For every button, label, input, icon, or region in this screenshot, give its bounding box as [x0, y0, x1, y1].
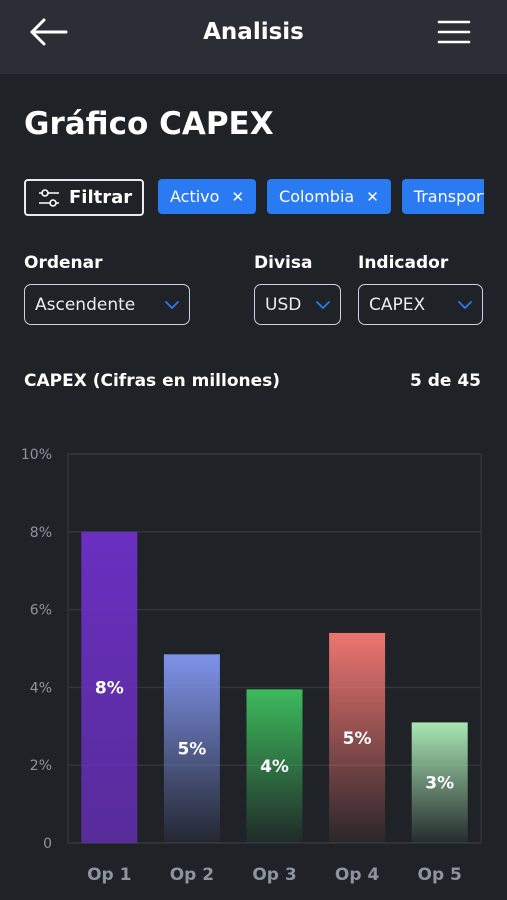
- bar[interactable]: [163, 654, 220, 843]
- x-category-label: Op 2: [170, 865, 214, 885]
- indicator-select[interactable]: CAPEX: [358, 284, 483, 325]
- filter-button[interactable]: Filtrar: [24, 179, 144, 216]
- chip-label: Activo: [170, 187, 220, 206]
- x-category-label: Op 4: [335, 865, 380, 885]
- hamburger-menu-icon[interactable]: [436, 16, 472, 48]
- x-category-label: Op 3: [252, 865, 296, 885]
- y-tick-label: 0: [43, 836, 52, 852]
- order-select[interactable]: Ascendente: [24, 284, 190, 325]
- filter-chips: Activo ✕ Colombia ✕ Transporte ✕: [158, 179, 484, 214]
- top-app-bar: Analisis: [0, 0, 507, 74]
- y-tick-label: 4%: [30, 680, 52, 696]
- x-category-label: Op 5: [418, 865, 462, 885]
- bar-data-label: 5%: [177, 740, 206, 760]
- y-tick-label: 2%: [30, 758, 52, 774]
- bar-data-label: 8%: [95, 678, 124, 698]
- bar[interactable]: [411, 722, 468, 843]
- bar-data-label: 5%: [343, 729, 372, 749]
- filter-chip-colombia[interactable]: Colombia ✕: [267, 179, 391, 214]
- indicator-label: Indicador: [358, 253, 449, 273]
- bar-data-label: 4%: [260, 757, 289, 777]
- chart-section-title: CAPEX (Cifras en millones): [24, 371, 281, 391]
- app-title: Analisis: [203, 19, 304, 45]
- bar[interactable]: [81, 531, 138, 843]
- sliders-icon: [39, 188, 59, 207]
- page-title: Gráfico CAPEX: [24, 106, 274, 142]
- order-value: Ascendente: [35, 294, 136, 315]
- x-category-label: Op 1: [87, 865, 131, 885]
- order-label: Ordenar: [24, 253, 103, 273]
- chevron-down-icon: [316, 300, 330, 309]
- bar[interactable]: [246, 689, 303, 843]
- chip-label: Colombia: [279, 187, 355, 206]
- currency-select[interactable]: USD: [254, 284, 341, 325]
- bar[interactable]: [329, 632, 386, 843]
- y-tick-label: 8%: [30, 525, 52, 541]
- chart-pagination: 5 de 45: [409, 371, 481, 391]
- bar-data-label: 3%: [425, 774, 454, 794]
- y-tick-label: 10%: [21, 447, 52, 463]
- filter-chip-activo[interactable]: Activo ✕: [158, 179, 257, 214]
- chevron-down-icon: [458, 300, 472, 309]
- filter-button-label: Filtrar: [69, 187, 133, 208]
- close-icon[interactable]: ✕: [366, 187, 379, 206]
- capex-bar-chart: 0 2% 4% 6% 8% 10% 8% Op 1 5% Op 2 4% Op 3 5% Op 4 3% Op…: [21, 447, 482, 885]
- indicator-value: CAPEX: [369, 294, 426, 315]
- currency-label: Divisa: [254, 253, 313, 273]
- close-icon[interactable]: ✕: [231, 187, 245, 206]
- currency-value: USD: [265, 294, 302, 315]
- y-tick-label: 6%: [30, 603, 52, 619]
- chevron-down-icon: [165, 300, 179, 309]
- chip-label: Transporte: [413, 187, 484, 206]
- arrow-left-icon[interactable]: [28, 16, 70, 48]
- filter-chip-transporte[interactable]: Transporte ✕: [401, 179, 484, 214]
